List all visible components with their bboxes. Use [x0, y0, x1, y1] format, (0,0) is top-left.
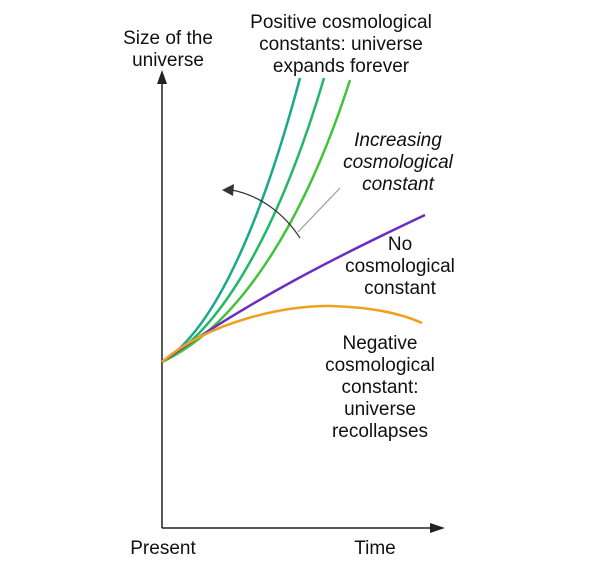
positive-annotation-line: expands forever — [272, 56, 410, 77]
no-constant-annotation-line: No — [387, 234, 413, 255]
y-axis-arrowhead — [157, 70, 167, 84]
increasing-arrowhead — [222, 184, 234, 196]
no-constant-annotation-line: cosmological — [345, 256, 455, 277]
no-constant-annotation-line: constant — [364, 278, 436, 299]
x-axis-label: Time — [354, 538, 396, 559]
y-axis-label: Size of the universe — [108, 28, 228, 72]
increasing-arrow — [231, 189, 301, 239]
negative-annotation: Negative cosmological constant: universe… — [305, 333, 455, 443]
negative-annotation-line: constant: — [341, 377, 419, 398]
curve-positive-small — [161, 79, 352, 364]
negative-annotation-line: Negative — [342, 333, 418, 354]
positive-annotation: Positive cosmological constants: univers… — [226, 12, 456, 78]
positive-annotation-line: constants: universe — [259, 34, 423, 55]
negative-annotation-line: universe — [344, 399, 416, 420]
x-axis-arrowhead — [430, 523, 445, 533]
negative-annotation-line: recollapses — [331, 421, 429, 442]
increasing-annotation-line: constant — [362, 174, 434, 195]
curve-positive-large — [161, 77, 302, 364]
curve-negative-cosmological-constant — [161, 304, 423, 363]
negative-annotation-line: cosmological — [325, 355, 435, 376]
origin-label: Present — [130, 538, 196, 559]
y-axis-label-line: universe — [132, 50, 204, 71]
increasing-annotation: Increasing cosmological constant — [328, 130, 468, 196]
increasing-pointer — [297, 187, 341, 233]
increasing-annotation-line: Increasing — [354, 130, 442, 151]
increasing-annotation-line: cosmological — [343, 152, 453, 173]
positive-annotation-line: Positive cosmological — [250, 12, 432, 33]
y-axis-label-line: Size of the — [123, 28, 213, 49]
no-constant-annotation: No cosmological constant — [325, 234, 475, 300]
